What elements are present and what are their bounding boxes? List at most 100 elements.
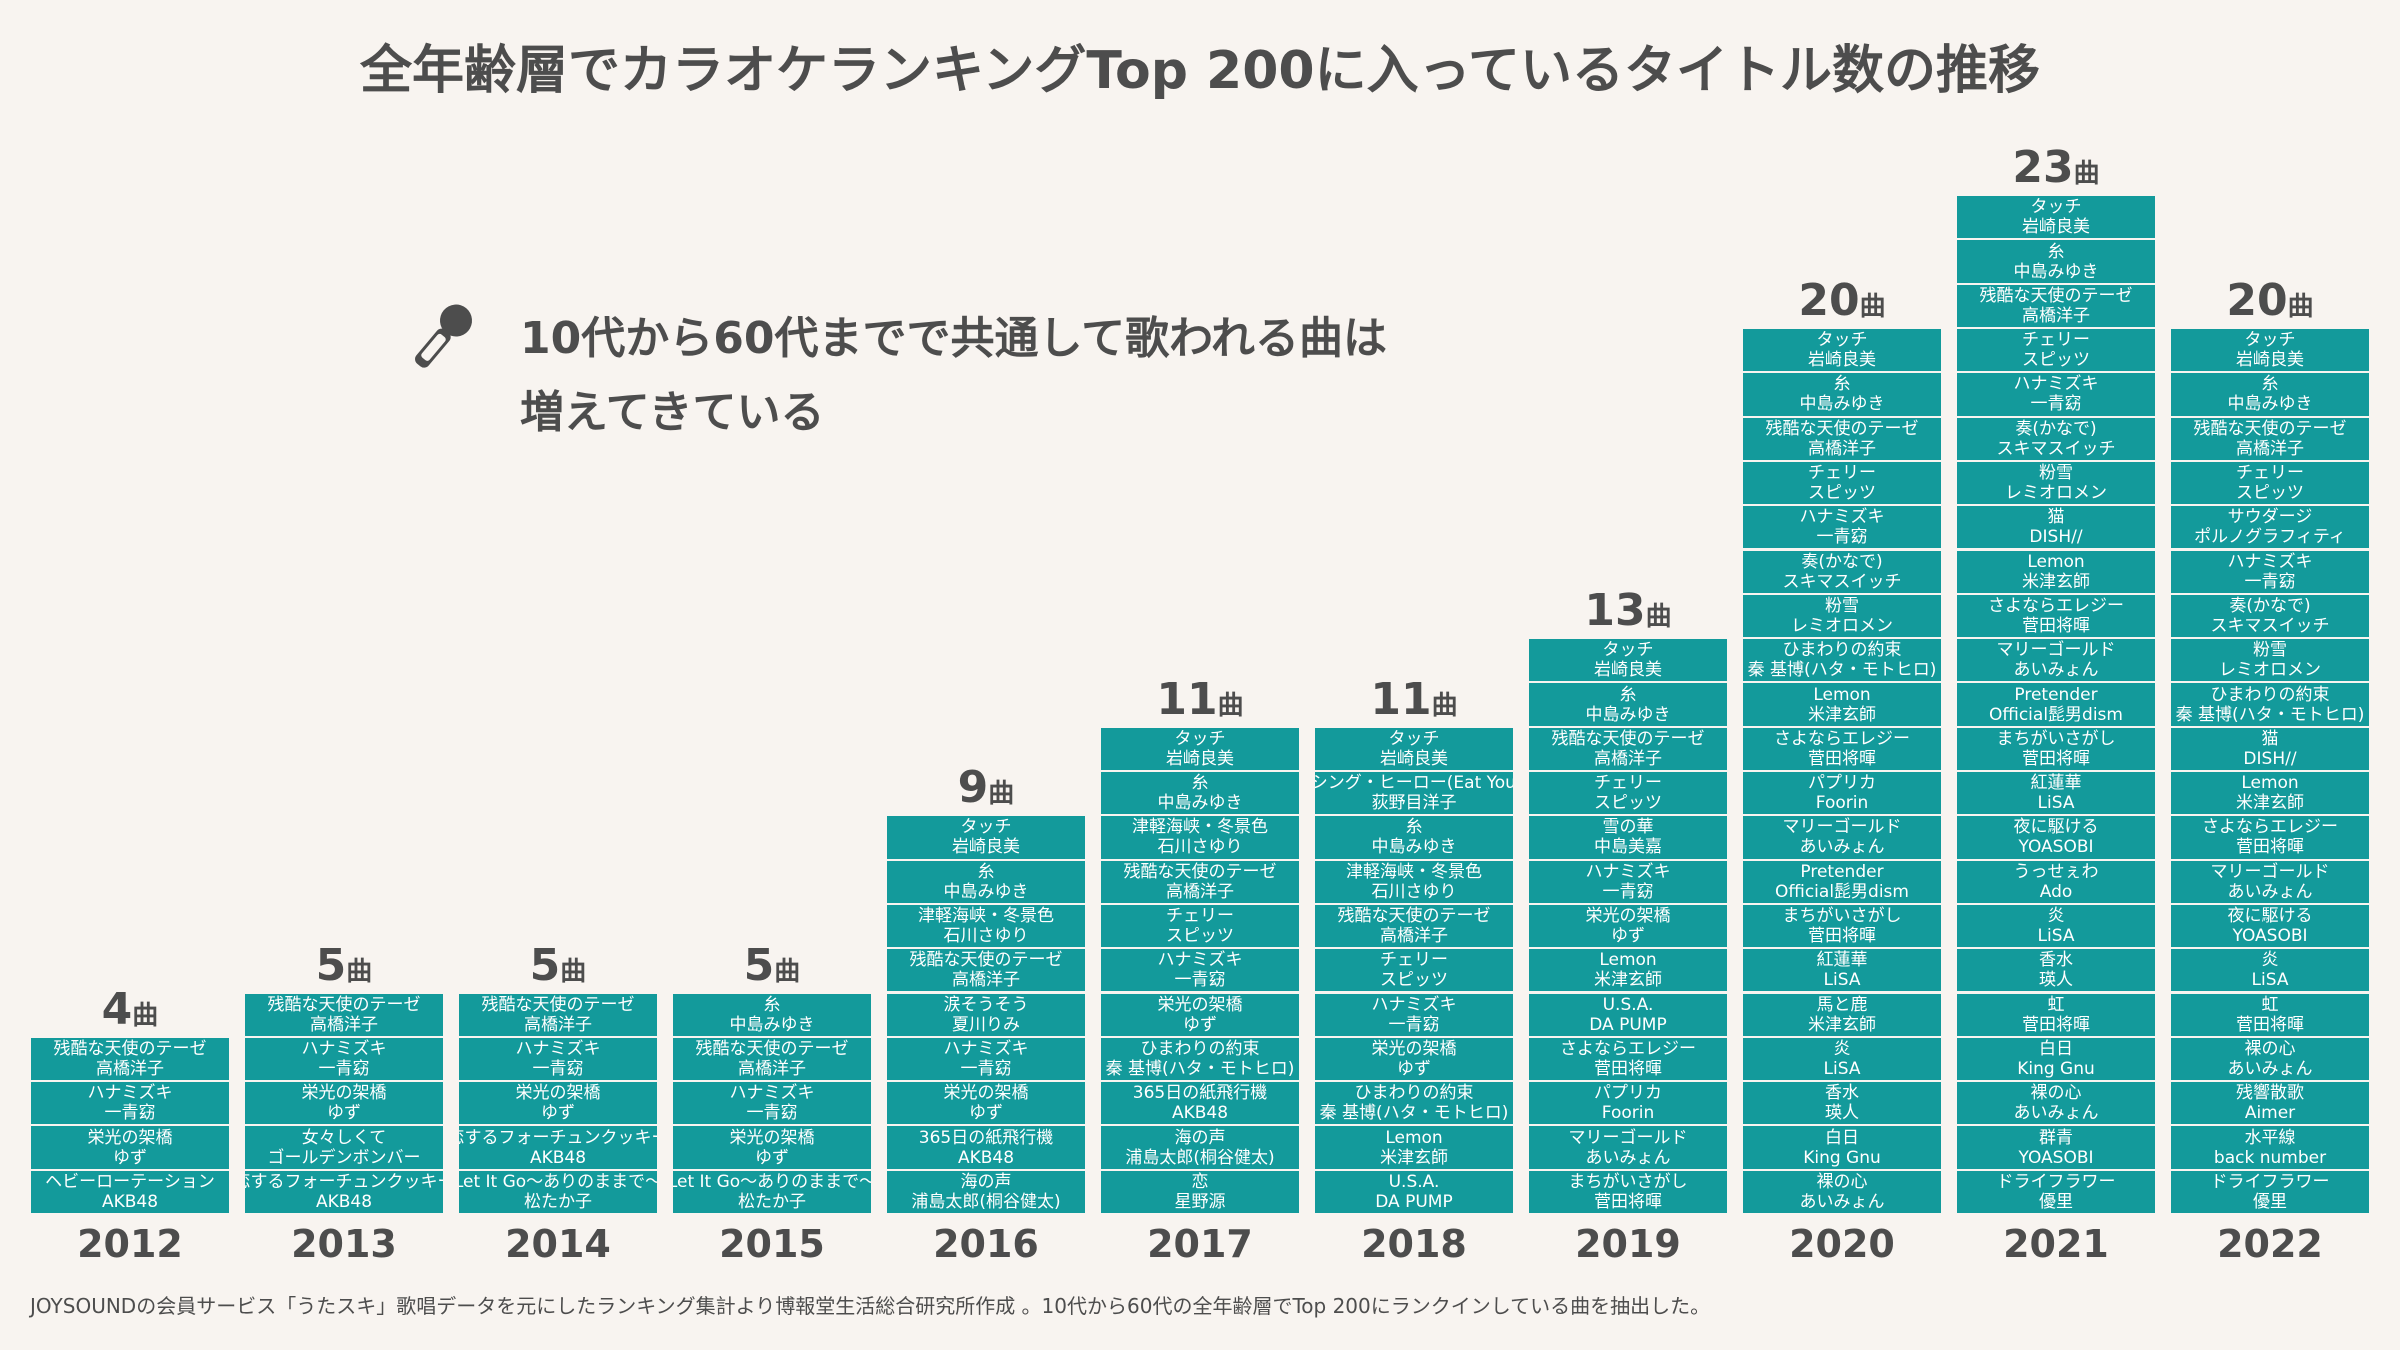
song-title: ハナミズキ bbox=[87, 1083, 173, 1104]
song-title: 残酷な天使のテーゼ bbox=[2193, 418, 2347, 439]
song-title: 残響散歌 bbox=[2236, 1083, 2304, 1104]
song-block: チェリー スピッツ bbox=[1101, 904, 1299, 948]
year-tick-label: 2022 bbox=[2217, 1222, 2323, 1266]
song-artist: 菅田将暉 bbox=[2236, 1014, 2304, 1035]
song-artist: あいみょん bbox=[2013, 1103, 2099, 1124]
song-block: Pretender Official髭男dism bbox=[1743, 860, 1941, 903]
count-label: 9曲 bbox=[887, 763, 1085, 819]
song-block: 雪の華 中島美嘉 bbox=[1529, 816, 1727, 859]
song-block: ひまわりの約束秦 基博(ハタ・モトヒロ) bbox=[1315, 1082, 1513, 1125]
song-artist: あいみょん bbox=[2227, 881, 2313, 902]
song-block: 栄光の架橋 ゆず bbox=[1315, 1037, 1513, 1081]
song-artist: あいみょん bbox=[1585, 1147, 1671, 1168]
song-title: 猫 bbox=[2261, 728, 2279, 749]
song-title: 香水 bbox=[1825, 1083, 1859, 1104]
song-artist: 米津玄師 bbox=[1808, 1014, 1876, 1035]
song-title: ひまわりの約束 bbox=[1140, 1038, 1260, 1059]
song-artist: スピッツ bbox=[1166, 926, 1234, 947]
song-block: 栄光の架橋 ゆず bbox=[673, 1126, 871, 1169]
song-block: 糸中島みゆき bbox=[887, 860, 1085, 903]
song-block: チェリー スピッツ bbox=[1529, 772, 1727, 815]
song-block: 365日の紙飛行機 AKB48 bbox=[1101, 1082, 1299, 1125]
song-block: 残酷な天使のテーゼ 高橋洋子 bbox=[459, 993, 657, 1036]
song-title: 糸 bbox=[2261, 374, 2279, 395]
song-block: 群青 YOASOBI bbox=[1957, 1126, 2155, 1169]
song-title: マリーゴールド bbox=[2210, 861, 2330, 882]
song-title: 栄光の架橋 bbox=[87, 1127, 173, 1148]
microphone-icon bbox=[415, 304, 472, 368]
song-artist: 中島みゆき bbox=[729, 1014, 815, 1035]
song-artist: 米津玄師 bbox=[1808, 704, 1876, 725]
song-title: 残酷な天使のテーゼ bbox=[481, 994, 635, 1015]
song-artist: 中島みゆき bbox=[1371, 837, 1457, 858]
count-value: 23 bbox=[2012, 142, 2074, 194]
song-artist: スピッツ bbox=[2022, 350, 2090, 371]
song-artist: ゆず bbox=[1611, 926, 1645, 947]
song-block: 津軽海峡・冬景色 石川さゆり bbox=[1101, 816, 1299, 859]
song-block: 炎 LiSA bbox=[1743, 1037, 1941, 1081]
song-title: 海の声 bbox=[1174, 1127, 1226, 1148]
song-artist: DISH// bbox=[2029, 527, 2083, 548]
song-artist: 菅田将暉 bbox=[2022, 1014, 2090, 1035]
song-block: 残酷な天使のテーゼ 高橋洋子 bbox=[673, 1037, 871, 1081]
song-title: 津軽海峡・冬景色 bbox=[1346, 861, 1482, 882]
song-title: 糸 bbox=[1405, 817, 1423, 838]
song-title: チェリー bbox=[1594, 773, 1662, 794]
song-artist: ゆず bbox=[755, 1147, 789, 1168]
song-title: 栄光の架橋 bbox=[729, 1127, 815, 1148]
song-artist: DA PUMP bbox=[1589, 1014, 1667, 1035]
song-artist: 一青窈 bbox=[1388, 1014, 1440, 1035]
song-title: 残酷な天使のテーゼ bbox=[1979, 285, 2133, 306]
song-title: チェリー bbox=[2022, 330, 2090, 351]
song-title: 栄光の架橋 bbox=[301, 1083, 387, 1104]
song-block: サウダージ ポルノグラフィティ bbox=[2171, 506, 2369, 549]
song-title: U.S.A. bbox=[1602, 994, 1654, 1015]
song-title: チェリー bbox=[1166, 906, 1234, 927]
song-title: 紅蓮華 bbox=[1816, 950, 1868, 971]
song-block: ハナミズキ 一青窈 bbox=[1529, 860, 1727, 903]
song-block: 炎 LiSA bbox=[1957, 904, 2155, 948]
song-title: 糸 bbox=[1191, 773, 1209, 794]
song-title: タッチ bbox=[1602, 640, 1654, 661]
song-title: チェリー bbox=[2236, 463, 2304, 484]
song-block: 恋星野源 bbox=[1101, 1170, 1299, 1213]
song-artist: 一青窈 bbox=[960, 1058, 1012, 1079]
count-value: 9 bbox=[957, 762, 989, 814]
count-value: 20 bbox=[1798, 275, 1860, 326]
song-block: ダンシング・ヒーロー(Eat You Up)荻野目洋子 bbox=[1315, 772, 1513, 815]
song-artist: 米津玄師 bbox=[1594, 970, 1662, 991]
song-artist: 高橋洋子 bbox=[952, 970, 1020, 991]
song-artist: スピッツ bbox=[1380, 970, 1448, 991]
year-tick-label: 2015 bbox=[719, 1222, 825, 1266]
song-block: まちがいさがし 菅田将暉 bbox=[1529, 1170, 1727, 1213]
song-title: ひまわりの約束 bbox=[1782, 640, 1902, 661]
song-title: さよならエレジー bbox=[1774, 728, 1910, 749]
year-tick-label: 2020 bbox=[1789, 1222, 1895, 1266]
song-artist: Ado bbox=[2039, 881, 2073, 902]
song-block: ハナミズキ 一青窈 bbox=[245, 1037, 443, 1081]
song-artist: Foorin bbox=[1815, 793, 1869, 814]
song-block: Pretender Official髭男dism bbox=[1957, 683, 2155, 726]
song-artist: 岩崎良美 bbox=[1380, 748, 1448, 769]
count-value: 5 bbox=[743, 939, 775, 991]
song-artist: 高橋洋子 bbox=[524, 1014, 592, 1035]
song-title: 恋 bbox=[1191, 1171, 1209, 1192]
song-block: U.S.A. DA PUMP bbox=[1315, 1170, 1513, 1213]
song-title: ハナミズキ bbox=[301, 1038, 387, 1059]
song-artist: 一青窈 bbox=[1602, 881, 1654, 902]
song-block: 津軽海峡・冬景色 石川さゆり bbox=[1315, 860, 1513, 903]
song-block: ハナミズキ 一青窈 bbox=[1957, 373, 2155, 416]
song-title: パプリカ bbox=[1808, 773, 1876, 794]
song-block: ハナミズキ 一青窈 bbox=[673, 1082, 871, 1125]
song-block: U.S.A. DA PUMP bbox=[1529, 993, 1727, 1036]
song-artist: back number bbox=[2213, 1147, 2327, 1168]
song-title: タッチ bbox=[1174, 728, 1226, 749]
song-block: うっせぇわ Ado bbox=[1957, 860, 2155, 903]
song-block: ヘビーローテーション AKB48 bbox=[31, 1170, 229, 1213]
song-block: マリーゴールド あいみょん bbox=[1743, 816, 1941, 859]
song-artist: 岩崎良美 bbox=[2022, 217, 2090, 238]
count-label: 11曲 bbox=[1315, 674, 1513, 731]
song-title: 奏(かなで) bbox=[1801, 551, 1883, 572]
song-block: タッチ 岩崎良美 bbox=[1957, 196, 2155, 239]
